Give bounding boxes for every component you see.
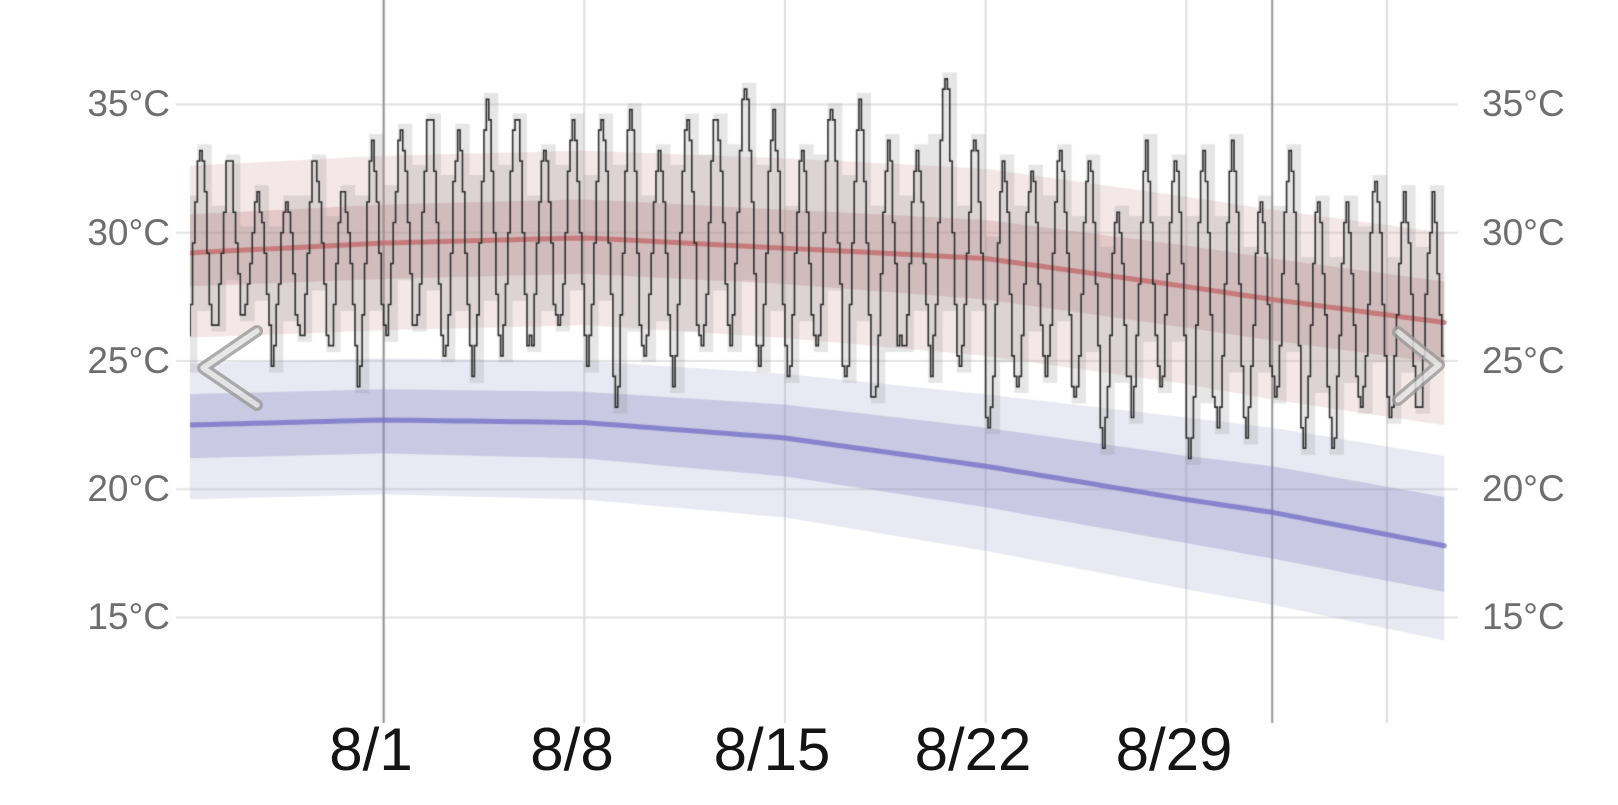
y-axis-right-label-15: 15°C	[1482, 596, 1565, 637]
y-axis-right-label-20: 20°C	[1482, 468, 1565, 509]
x-axis-label-aug8: 8/8	[530, 716, 614, 783]
x-axis-label-aug29: 8/29	[1115, 716, 1233, 783]
y-axis-right-label-30: 30°C	[1482, 212, 1565, 253]
x-axis-label-aug22: 8/22	[914, 716, 1032, 783]
x-axis-label-aug15: 8/15	[713, 716, 831, 783]
y-axis-right-label-35: 35°C	[1482, 83, 1565, 124]
y-axis-left-label-20: 20°C	[87, 468, 170, 509]
y-axis-left-label-25: 25°C	[87, 340, 170, 381]
y-axis-left-label-35: 35°C	[87, 83, 170, 124]
chevron-right-icon	[1392, 326, 1445, 406]
y-axis-right-label-25: 25°C	[1482, 340, 1565, 381]
x-axis-label-aug1: 8/1	[329, 716, 413, 783]
previous-period-button[interactable]	[193, 320, 269, 416]
y-axis-left-label-15: 15°C	[87, 596, 170, 637]
next-period-button[interactable]	[1392, 322, 1456, 412]
chevron-left-icon	[197, 325, 263, 411]
y-axis-left-label-30: 30°C	[87, 212, 170, 253]
